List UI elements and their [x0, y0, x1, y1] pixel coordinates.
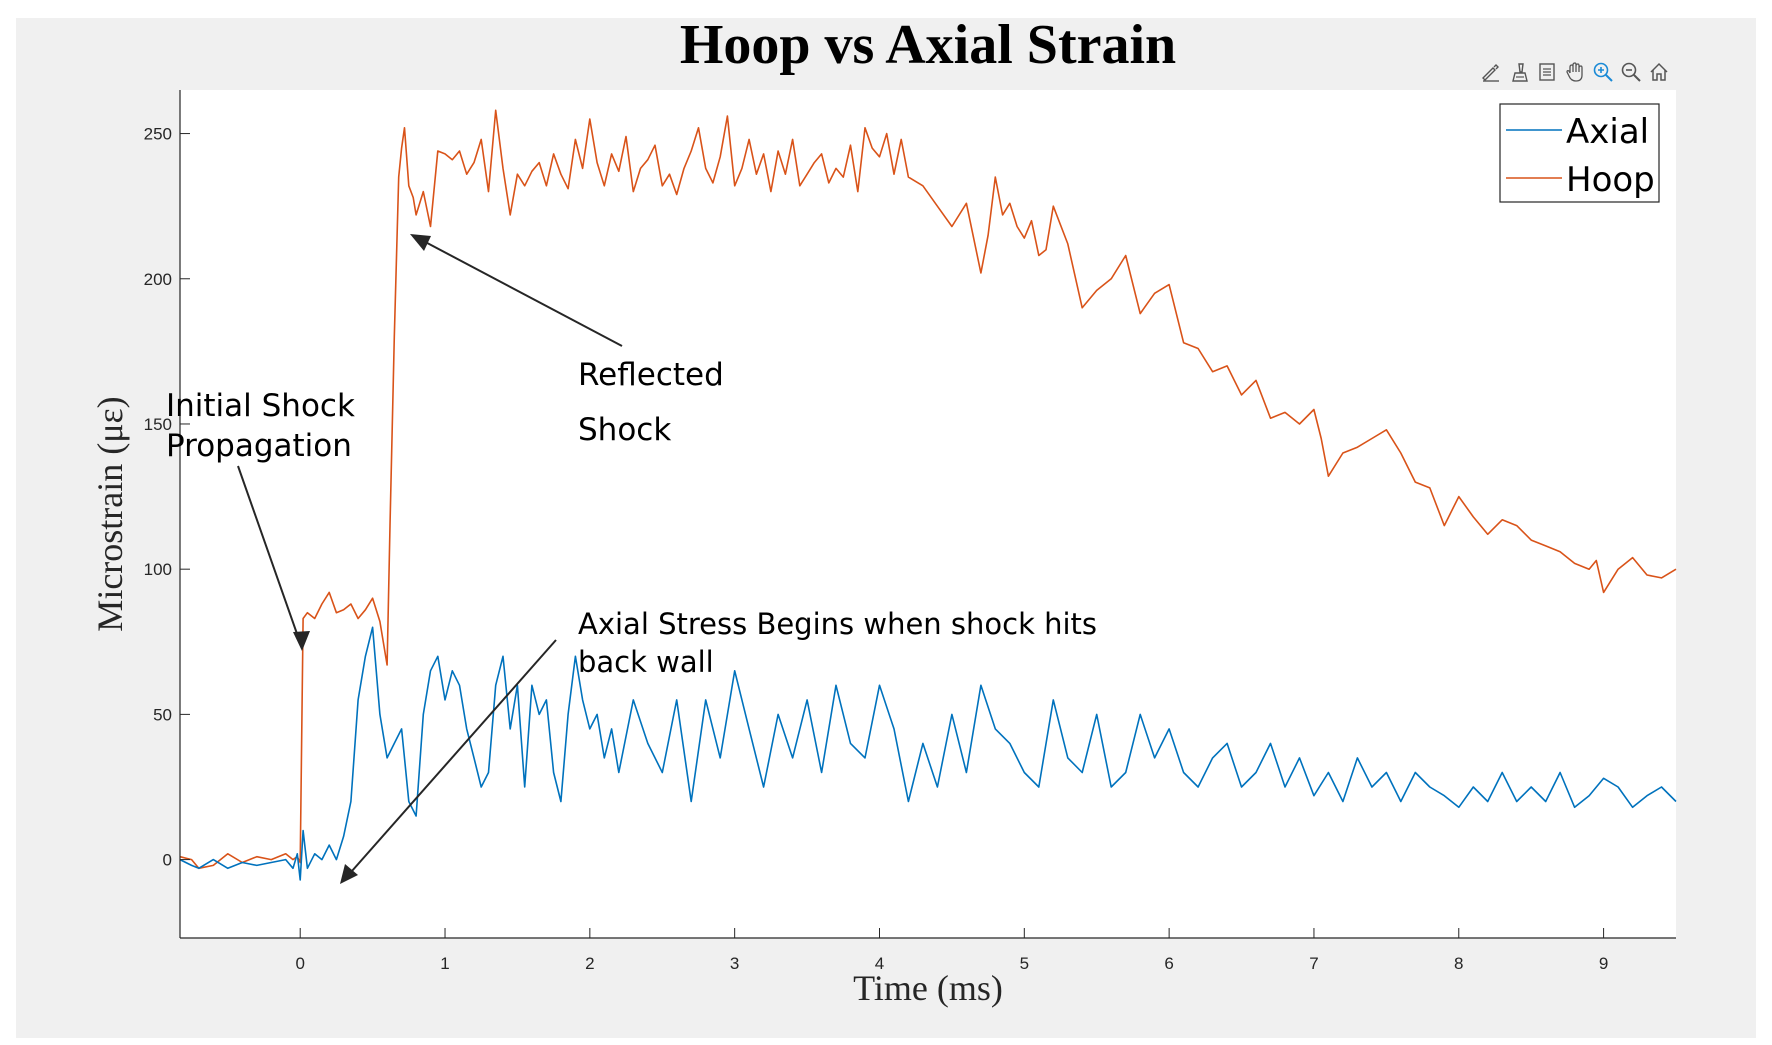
home-icon[interactable]: [1646, 59, 1672, 85]
annotation-reflected-shock-arrowhead: [410, 234, 431, 251]
x-tick-label: 2: [585, 954, 594, 973]
y-tick-label: 50: [153, 705, 172, 724]
pan-icon[interactable]: [1562, 59, 1588, 85]
y-tick-label: 200: [144, 270, 172, 289]
x-tick-label: 7: [1309, 954, 1318, 973]
legend[interactable]: Axial Hoop: [1499, 103, 1660, 203]
y-tick-label: 100: [144, 560, 172, 579]
annotation-initial-shock-arrow: [237, 465, 303, 649]
annotation-axial-stress-arrowhead: [340, 864, 358, 884]
series-line-hoop: [179, 109, 1677, 870]
legend-box: [1499, 103, 1660, 203]
series-line-axial: [179, 626, 1677, 881]
zoom-in-icon[interactable]: [1590, 59, 1616, 85]
annotation-axial-stress: Axial Stress Begins when shock hits back…: [340, 607, 1097, 884]
axes-toolbar: [1478, 59, 1672, 89]
x-tick-label: 5: [1020, 954, 1029, 973]
x-tick-label: 9: [1599, 954, 1608, 973]
annotation-reflected-shock: Reflected Shock: [410, 234, 724, 448]
axis-layer: [179, 90, 1676, 939]
annotation-reflected-shock-arrow: [413, 235, 623, 347]
brush-edit-icon[interactable]: [1478, 59, 1504, 85]
x-tick-label: 8: [1454, 954, 1463, 973]
annotation-initial-shock-arrowhead: [293, 631, 310, 651]
legend-label-axial: Axial: [1566, 112, 1649, 152]
x-tick-label: 1: [440, 954, 449, 973]
legend-label-hoop: Hoop: [1566, 160, 1655, 200]
annotation-initial-shock: Initial Shock Propagation: [166, 388, 355, 651]
annotation-axial-stress-arrow: [343, 639, 557, 881]
annotation-axial-stress-line2: back wall: [578, 645, 714, 679]
x-tick-label: 0: [295, 954, 304, 973]
y-tick-label: 0: [163, 851, 172, 870]
annotation-reflected-shock-line2: Shock: [578, 412, 671, 448]
zoom-out-icon[interactable]: [1618, 59, 1644, 85]
y-tick-label: 150: [144, 415, 172, 434]
annotation-axial-stress-line1: Axial Stress Begins when shock hits: [578, 607, 1097, 641]
x-tick-labels: 0 1 2 3 4 5 6 7 8 9: [295, 928, 1608, 973]
x-axis-label: Time (ms): [853, 968, 1003, 1008]
y-tick-labels: 0 50 100 150 200 250: [144, 125, 190, 870]
series-layer: [179, 109, 1677, 881]
x-tick-label: 4: [875, 954, 884, 973]
y-axis-label: Microstrain (με): [90, 396, 130, 631]
annotation-initial-shock-line2: Propagation: [166, 428, 352, 464]
chart-title: Hoop vs Axial Strain: [680, 14, 1176, 76]
annotation-initial-shock-line1: Initial Shock: [166, 388, 355, 424]
restore-view-icon[interactable]: [1534, 59, 1560, 85]
x-tick-label: 3: [730, 954, 739, 973]
plot-area: [180, 90, 1676, 938]
y-tick-label: 250: [144, 125, 172, 144]
annotation-reflected-shock-line1: Reflected: [578, 357, 724, 393]
data-tips-icon[interactable]: [1506, 59, 1532, 85]
x-tick-label: 6: [1164, 954, 1173, 973]
